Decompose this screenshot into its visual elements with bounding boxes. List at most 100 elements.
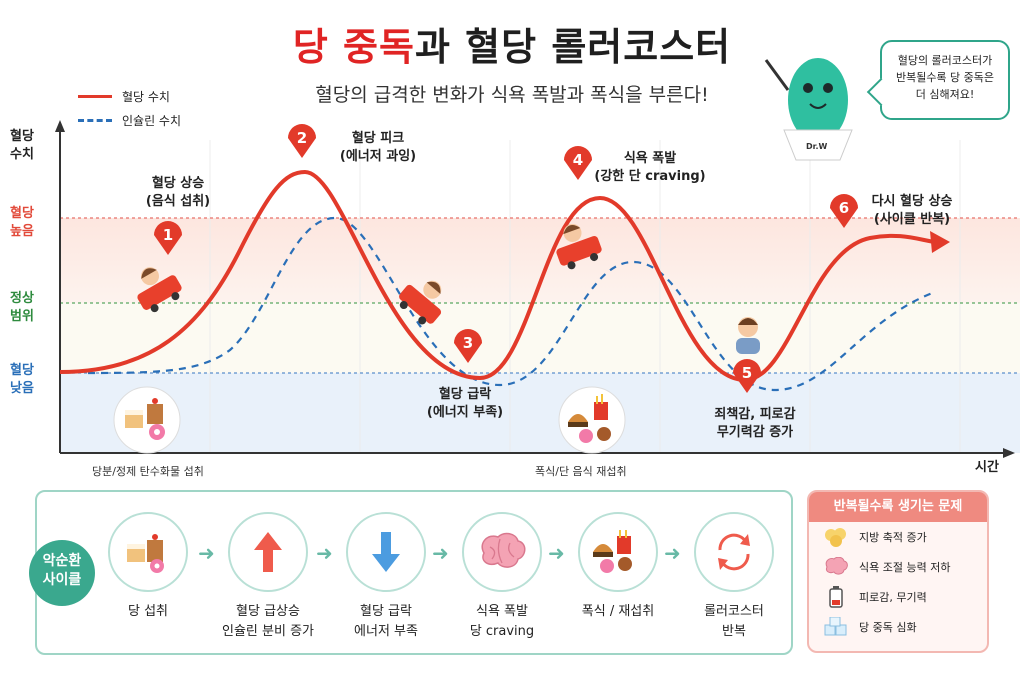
problem-item-1: 지방 축적 증가 bbox=[809, 522, 987, 552]
low-battery-icon bbox=[823, 586, 849, 608]
problem-label-1: 지방 축적 증가 bbox=[859, 531, 927, 544]
stage-label-6: 다시 혈당 상승 (사이클 반복) bbox=[842, 193, 982, 229]
stage-marker-5 bbox=[733, 359, 761, 393]
chart-legend: 혈당 수치 인슐린 수치 bbox=[78, 84, 181, 132]
problems-panel: 반복될수록 생기는 문제 지방 축적 증가 식욕 조절 능력 저하 피로감, 무… bbox=[807, 490, 989, 653]
cycle-badge-line1: 악순환 bbox=[42, 553, 82, 569]
glucose-curve-arrowhead bbox=[930, 231, 950, 253]
problem-label-4: 당 중독 심화 bbox=[859, 621, 917, 634]
stage-number-3: 3 bbox=[463, 334, 473, 352]
food-caption-second: 폭식/단 음식 재섭취 bbox=[535, 465, 627, 478]
cycle-arrow-icon: ➜ bbox=[664, 541, 681, 565]
x-axis-title: 시간 bbox=[975, 460, 999, 475]
stage-sub-5: 무기력감 증가 bbox=[716, 425, 794, 440]
food-caption-first: 당분/정제 탄수화물 섭취 bbox=[92, 465, 204, 478]
stage-sub-2: (에너저 과잉) bbox=[339, 149, 417, 164]
stage-title-6: 다시 혈당 상승 bbox=[871, 194, 953, 209]
y-axis-arrowhead bbox=[55, 120, 65, 132]
speech-line-3: 더 심해져요! bbox=[915, 88, 975, 101]
stage-title-5: 죄책감, 피로감 bbox=[714, 407, 796, 422]
dessert-icon-graphic bbox=[127, 534, 164, 573]
problems-title: 반복될수록 생기는 문제 bbox=[809, 492, 987, 522]
cycle-step-4: 식욕 폭발 당 craving bbox=[452, 512, 552, 642]
speech-line-2: 반복될수록 당 중독은 bbox=[895, 71, 995, 84]
cycle-step-6-line2: 반복 bbox=[722, 624, 746, 639]
junk-food-icon-graphic bbox=[593, 530, 632, 573]
legend-item-insulin: 인슐린 수치 bbox=[78, 108, 181, 132]
brain-icon-graphic bbox=[481, 532, 526, 568]
stage-marker-6 bbox=[830, 194, 858, 228]
stage-number-2: 2 bbox=[297, 129, 307, 147]
stage-number-6: 6 bbox=[839, 199, 849, 217]
zone-label-low: 혈당 낮음 bbox=[10, 362, 34, 398]
cycle-step-1: 당 섭취 bbox=[98, 512, 198, 622]
cycle-step-3-line2: 에너저 부족 bbox=[354, 624, 418, 639]
cycle-step-4-line1: 식욕 폭발 bbox=[476, 604, 528, 619]
stage-sub-1: (음식 섭취) bbox=[145, 194, 211, 209]
coaster-cart-peak bbox=[556, 223, 602, 270]
legend-swatch-insulin bbox=[78, 118, 112, 122]
cycle-arrow-icon: ➜ bbox=[198, 541, 215, 565]
cycle-arrow-icon: ➜ bbox=[432, 541, 449, 565]
cycle-step-5-line1: 폭식 / 재섭취 bbox=[581, 604, 655, 619]
vicious-cycle-badge: 악순환 사이클 bbox=[29, 540, 95, 606]
page-title: 당 중독과 혈당 롤러코스터 bbox=[0, 16, 1024, 71]
brain-icon bbox=[823, 556, 849, 578]
title-rest: 과 혈당 롤러코스터 bbox=[414, 25, 732, 69]
stage-title-1: 혈당 상승 bbox=[151, 176, 205, 191]
mascot-badge: Dr.W bbox=[806, 142, 828, 151]
high-line1: 혈당 bbox=[10, 206, 34, 221]
stage-title-3: 혈당 급락 bbox=[438, 387, 492, 402]
speech-line-1: 혈당의 롤러코스터가 bbox=[897, 54, 993, 67]
stage-label-1: 혈당 상승 (음식 섭취) bbox=[118, 175, 238, 211]
cycle-step-3-line1: 혈당 급락 bbox=[360, 604, 412, 619]
coaster-cart-falling bbox=[399, 280, 442, 325]
legend-label-glucose: 혈당 수치 bbox=[122, 89, 170, 104]
stage-label-3: 혈당 급락 (에너지 부족) bbox=[405, 386, 525, 422]
down-arrow-icon-graphic bbox=[372, 532, 400, 572]
cycle-step-2: 혈당 급상승 인슐린 분비 증가 bbox=[218, 512, 318, 642]
x-axis-arrowhead bbox=[1003, 448, 1015, 458]
glucose-curve bbox=[59, 169, 936, 383]
title-highlight: 당 중독 bbox=[292, 25, 415, 69]
stage-title-4: 식욕 폭발 bbox=[623, 151, 677, 166]
stage-marker-4 bbox=[564, 146, 592, 180]
y-title-line2: 수치 bbox=[10, 147, 34, 162]
cycle-step-6-line1: 롤러코스터 bbox=[704, 604, 764, 619]
stage-marker-2 bbox=[288, 124, 316, 158]
stage-number-4: 4 bbox=[573, 151, 583, 169]
normal-line2: 범위 bbox=[10, 309, 34, 324]
stage-sub-4: (강한 단 craving) bbox=[594, 169, 706, 184]
cycle-arrow-icon: ➜ bbox=[316, 541, 333, 565]
cycle-arrow-icon: ➜ bbox=[548, 541, 565, 565]
zone-high bbox=[60, 218, 1020, 303]
problem-item-3: 피로감, 무기력 bbox=[809, 582, 987, 612]
tired-person-icon bbox=[736, 317, 760, 354]
normal-line1: 정상 bbox=[10, 291, 34, 306]
cycle-step-2-line1: 혈당 급상승 bbox=[236, 604, 300, 619]
doctor-mascot bbox=[764, 58, 853, 161]
up-arrow-icon bbox=[228, 512, 308, 592]
cycle-step-5: 폭식 / 재섭취 bbox=[568, 512, 668, 622]
y-title-line1: 혈당 bbox=[10, 129, 34, 144]
problem-label-3: 피로감, 무기력 bbox=[859, 591, 927, 604]
page-subtitle: 혈당의 급격한 변화가 식욕 폭발과 폭식을 부른다! bbox=[315, 84, 709, 106]
insulin-curve bbox=[87, 216, 936, 392]
cycle-step-1-line1: 당 섭취 bbox=[127, 604, 168, 619]
coaster-cart-rising bbox=[137, 267, 182, 313]
stage-label-4: 식욕 폭발 (강한 단 craving) bbox=[590, 150, 710, 186]
cycle-icon-graphic bbox=[718, 533, 750, 571]
high-line2: 높음 bbox=[10, 224, 34, 239]
low-line1: 혈당 bbox=[10, 363, 34, 378]
stage-label-2: 혈당 피크 (에너저 과잉) bbox=[318, 130, 438, 166]
speech-bubble: 혈당의 롤러코스터가 반복될수록 당 중독은 더 심해져요! bbox=[880, 40, 1010, 120]
stage-title-2: 혈당 피크 bbox=[351, 131, 405, 146]
stage-marker-1 bbox=[154, 221, 182, 255]
